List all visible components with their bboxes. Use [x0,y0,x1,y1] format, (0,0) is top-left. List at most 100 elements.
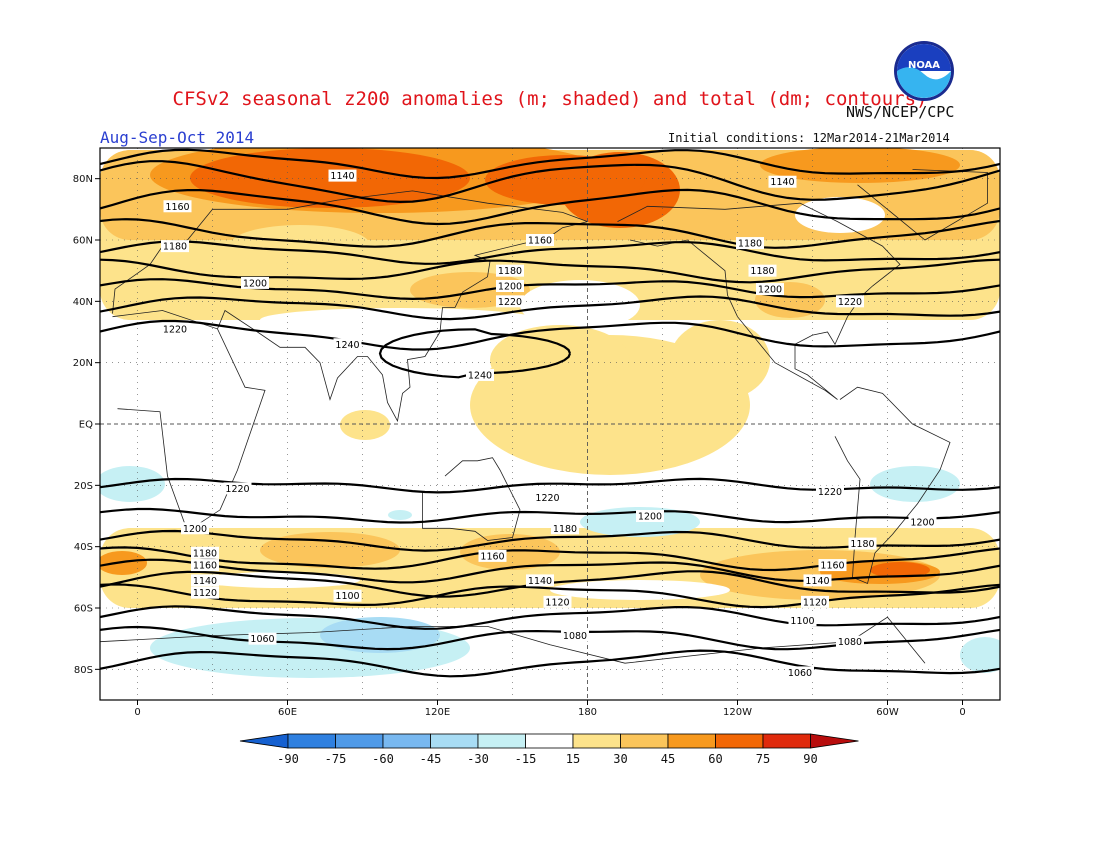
contour-label: 1180 [496,264,524,277]
lat-tick-label: 60S [74,604,93,615]
lon-tick-label: 0 [134,707,140,718]
contour-label: 1060 [248,632,277,645]
lon-tick-label: 120E [425,707,450,718]
svg-text:1140: 1140 [805,576,829,587]
contour-line [100,583,1000,609]
svg-text:1160: 1160 [820,561,844,572]
lon-tick-label: 60W [876,707,899,718]
contour-label: 1180 [848,537,877,550]
svg-text:1220: 1220 [225,484,249,495]
contour-label: 1220 [816,485,844,498]
anomaly-region [485,155,645,205]
colorbar-arrow-left [239,733,289,749]
contour-line [100,148,1000,180]
svg-text:NOAA: NOAA [908,60,940,71]
svg-text:1140: 1140 [193,576,217,587]
svg-text:1160: 1160 [165,202,189,213]
colorbar-label: -15 [515,752,537,766]
colorbar-label: -45 [420,752,442,766]
coastlines [100,169,995,664]
contour-label: 1120 [801,595,829,608]
colorbar-label: 15 [566,752,580,766]
svg-text:1140: 1140 [770,177,794,188]
svg-text:1220: 1220 [535,493,559,504]
coastline [112,190,588,314]
contour-line [100,218,1000,249]
contour-label: 1100 [333,589,362,602]
svg-text:1160: 1160 [480,551,504,562]
colorbar-swatch [667,733,716,749]
svg-text:1220: 1220 [838,297,862,308]
svg-text:1180: 1180 [553,524,577,535]
contour-label: 1140 [768,175,797,188]
contour-line [100,546,1000,572]
svg-text:1200: 1200 [910,518,934,529]
svg-text:1200: 1200 [183,524,207,535]
svg-text:1180: 1180 [193,548,217,559]
svg-text:1120: 1120 [193,588,217,599]
contour-label: 1140 [803,574,832,587]
contour-label: 1140 [328,169,357,182]
anomaly-region [100,551,147,575]
lat-tick-label: 40N [73,297,93,308]
colorbar-arrow-right [810,733,859,749]
lon-tick-label: 120W [723,707,752,718]
svg-text:1100: 1100 [790,616,814,627]
svg-text:1180: 1180 [163,242,187,253]
contour-label: 1240 [333,338,362,351]
agency-label: NWS/NCEP/CPC [846,103,955,121]
contour-line [100,649,1000,678]
lat-tick-label: 80N [73,174,93,185]
colorbar-swatch [762,733,811,749]
colorbar-label: -30 [467,752,489,766]
colorbar-label: -60 [372,752,394,766]
colorbar-swatch [287,733,336,749]
svg-text:1120: 1120 [803,597,827,608]
contour-label: 1140 [526,574,554,587]
contour-label: 1200 [241,276,269,289]
colorbar-label: 45 [661,752,675,766]
colorbar-swatch [525,733,574,749]
contour-label: 1160 [163,200,192,213]
noaa-logo: NOAA [894,41,954,101]
lon-tick-label: 180 [578,707,597,718]
contour-label: 1220 [161,322,189,335]
colorbar-label: 30 [613,752,627,766]
svg-text:1200: 1200 [498,282,522,293]
color-bar: -90 -75 -60 -45 -30 -15 15 30 45 60 75 90 [239,733,859,766]
anomaly-region [230,225,370,265]
anomaly-region [490,325,630,395]
colorbar-swatch [430,733,479,749]
svg-text:1180: 1180 [750,266,774,277]
contour-line [100,240,1000,265]
svg-text:1180: 1180 [498,266,522,277]
height-contours [100,148,1000,678]
svg-text:1140: 1140 [528,576,552,587]
colorbar-swatch [620,733,669,749]
lat-tick-label: 40S [74,542,93,553]
contour-label: 1080 [561,629,589,642]
contour-label: 1220 [836,295,864,308]
svg-text:1060: 1060 [788,668,812,679]
contour-label: 1180 [191,546,219,559]
lat-tick-label: 60N [73,236,93,247]
contour-label: 1160 [526,234,554,247]
anomaly-region [340,410,390,440]
svg-text:1220: 1220 [818,487,842,498]
contour-label: 1180 [748,264,777,277]
contour-line [100,160,1000,204]
svg-text:1240: 1240 [468,370,492,381]
season-label: Aug-Sep-Oct 2014 [100,128,255,147]
contour-label: 1140 [191,574,219,587]
svg-text:1140: 1140 [330,171,354,182]
coastline [100,616,926,664]
contour-label: 1160 [818,559,847,572]
colorbar-swatch [382,733,431,749]
anomaly-region [260,532,400,568]
contour-label: 1240 [466,368,494,381]
svg-text:1160: 1160 [528,236,552,247]
lon-tick-label: 0 [959,707,965,718]
colorbar-swatch [572,733,621,749]
contour-label: 1100 [788,614,817,627]
anomaly-region [550,580,730,600]
